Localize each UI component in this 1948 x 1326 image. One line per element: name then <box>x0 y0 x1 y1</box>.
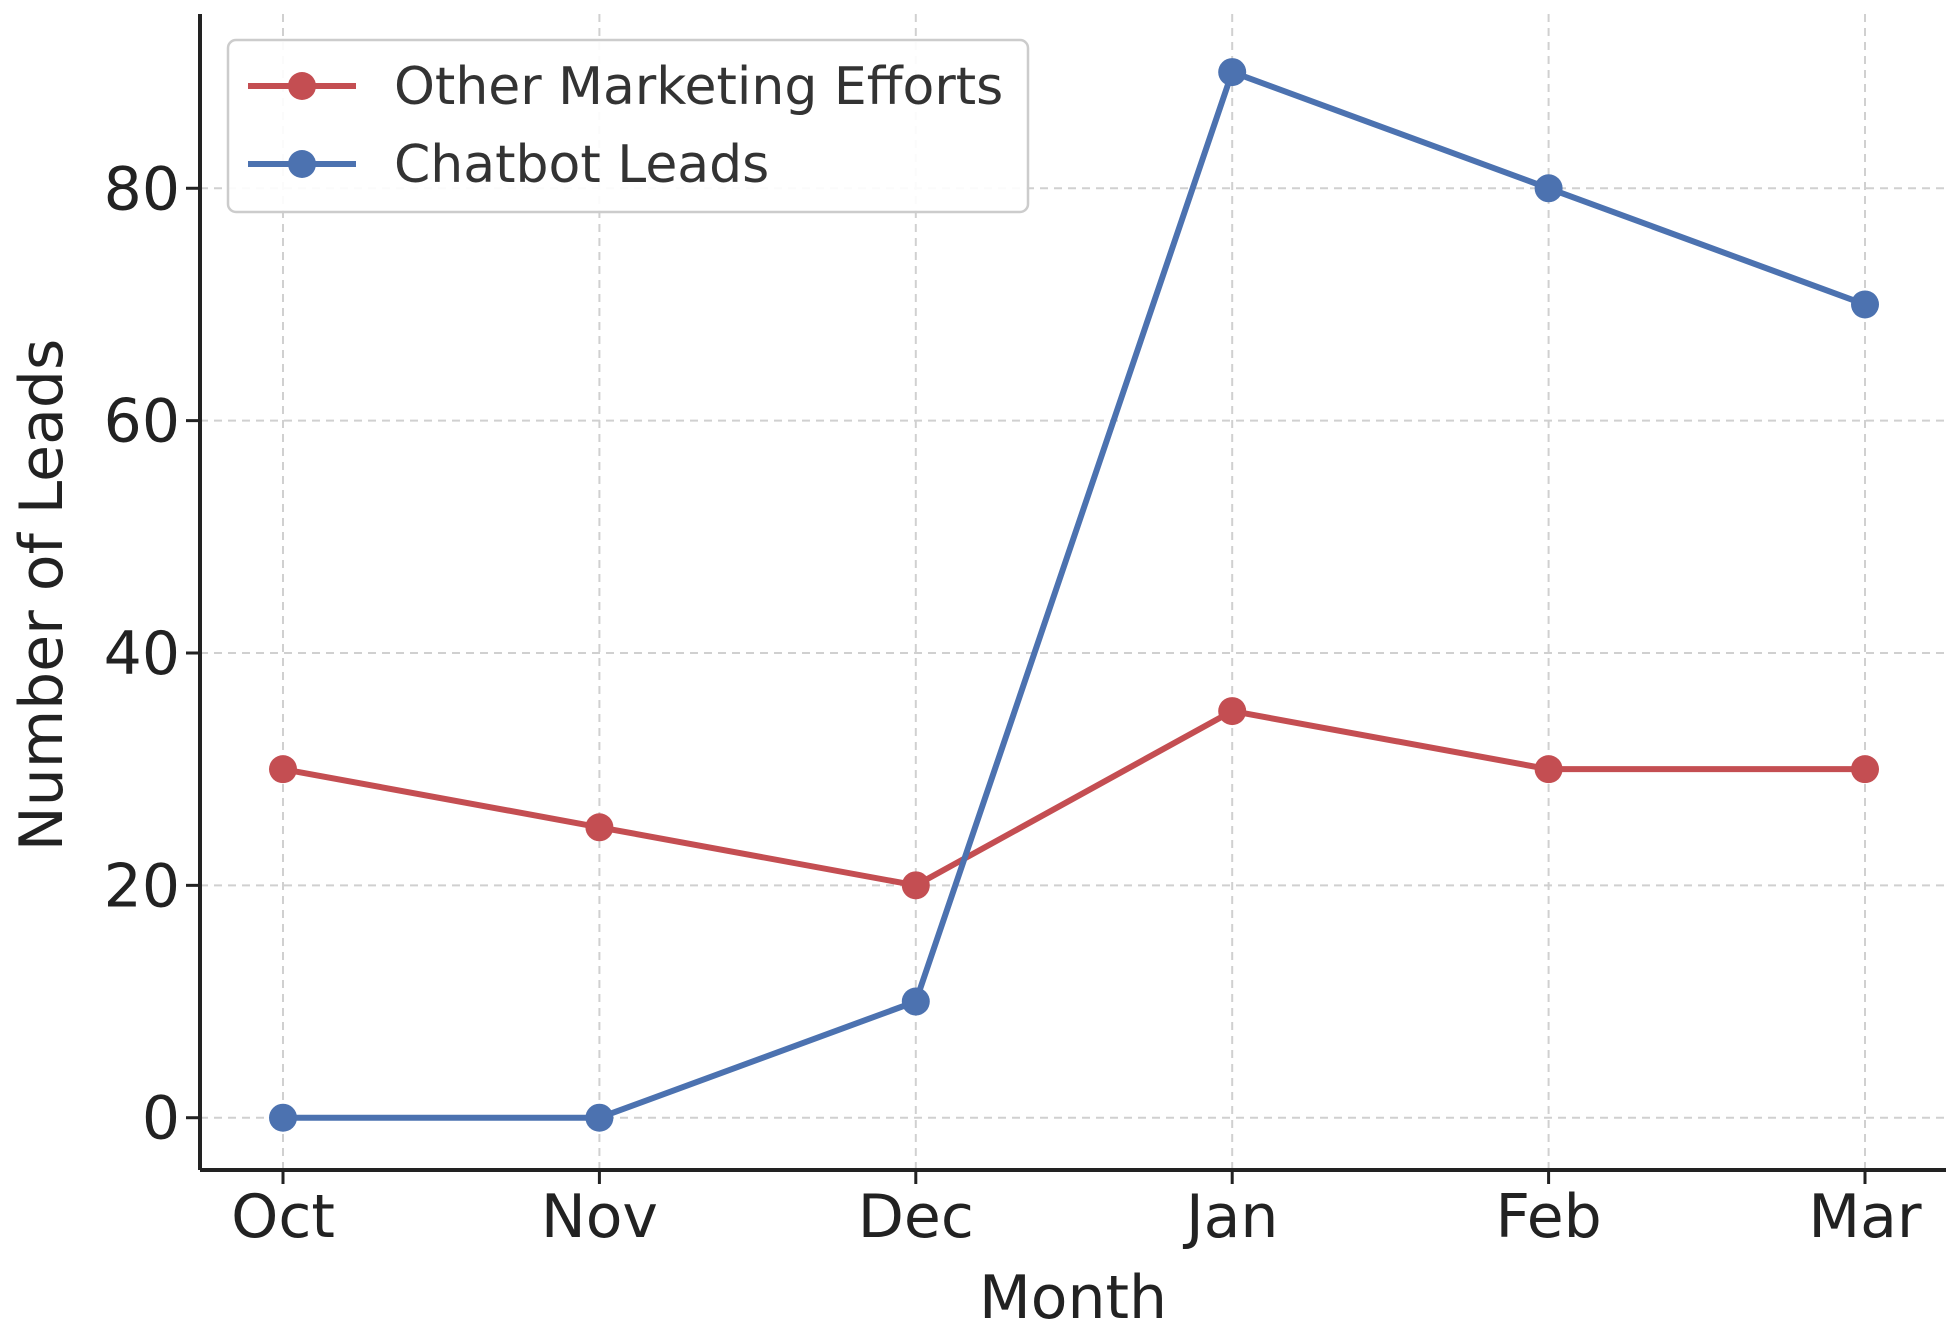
series-line-1 <box>280 708 1868 889</box>
series-group <box>269 58 1879 1132</box>
legend: Other Marketing Efforts Chatbot Leads <box>226 38 1030 214</box>
data-point <box>1218 58 1247 87</box>
data-point <box>269 1103 297 1132</box>
x-tick-label: Dec <box>858 1182 974 1252</box>
data-point <box>269 755 297 784</box>
y-tick-label: 80 <box>104 154 180 224</box>
legend-label-2: Chatbot Leads <box>394 135 769 195</box>
data-point <box>901 987 930 1016</box>
y-tick-label: 60 <box>104 387 180 457</box>
y-tick-label: 20 <box>104 851 180 921</box>
data-point <box>1534 174 1563 203</box>
legend-box <box>226 38 1030 214</box>
legend-marker-2 <box>288 150 316 178</box>
data-point <box>901 871 930 900</box>
y-tick-label: 40 <box>104 619 180 689</box>
x-tick-label: Jan <box>1182 1182 1279 1252</box>
axes <box>198 14 1946 1172</box>
y-axis-title: Number of Leads <box>7 339 77 851</box>
legend-label-1: Other Marketing Efforts <box>394 57 1003 117</box>
data-point <box>585 1103 614 1132</box>
y-tick-label: 0 <box>142 1084 180 1154</box>
x-tick-label: Oct <box>231 1182 335 1252</box>
x-tick-label: Nov <box>541 1182 658 1252</box>
data-point <box>585 813 614 842</box>
x-tick-label: Mar <box>1808 1182 1922 1252</box>
grid-lines <box>200 14 1946 1170</box>
ticks: Oct Nov Dec Jan Feb Mar 0 20 40 60 80 <box>104 154 1922 1252</box>
series-line-2 <box>280 69 1868 1121</box>
data-point <box>1851 755 1879 784</box>
x-axis-title: Month <box>979 1263 1167 1326</box>
data-point <box>1851 290 1879 319</box>
legend-marker-1 <box>288 72 316 100</box>
data-point <box>1218 697 1247 726</box>
data-point <box>1534 755 1563 784</box>
x-tick-label: Feb <box>1495 1182 1601 1252</box>
